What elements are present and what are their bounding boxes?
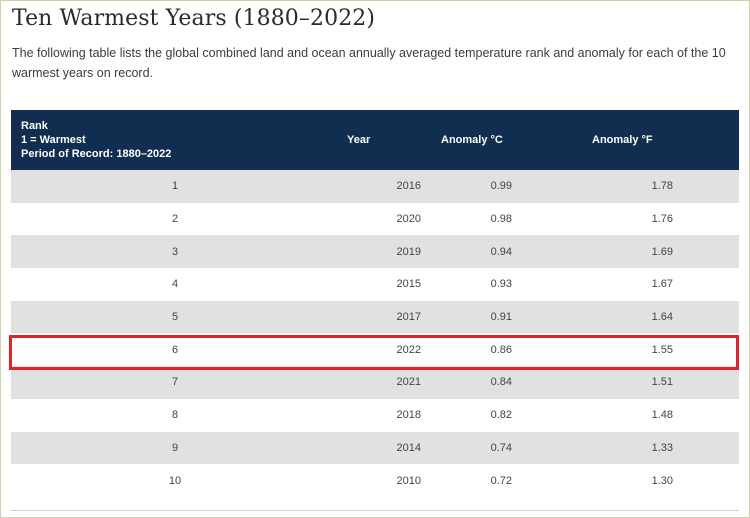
anomaly-f-cell: 1.64	[582, 300, 739, 334]
year-column-header[interactable]: Year	[339, 110, 427, 170]
rank-cell: 3	[11, 235, 339, 269]
rank-cell: 8	[11, 398, 339, 432]
year-cell: 2016	[339, 170, 427, 203]
table-row: 4 2015 0.93 1.67	[11, 268, 739, 301]
table-row: 9 2014 0.74 1.33	[11, 431, 739, 465]
table-row: 10 2010 0.72 1.30	[11, 464, 739, 497]
rank-cell: 4	[11, 268, 339, 301]
intro-paragraph: The following table lists the global com…	[12, 46, 726, 80]
year-cell: 2015	[339, 268, 427, 301]
rank-header-label: Rank	[21, 120, 48, 132]
anomaly-f-cell: 1.30	[582, 464, 739, 497]
period-of-record-label: Period of Record: 1880–2022	[21, 148, 172, 160]
rank-cell: 2	[11, 202, 339, 236]
anomaly-c-cell: 0.93	[427, 268, 582, 301]
anomaly-f-cell: 1.48	[582, 398, 739, 432]
anomaly-c-cell: 0.91	[427, 300, 582, 334]
anomaly-f-column-header[interactable]: Anomaly °F	[582, 110, 739, 170]
rank-header-note: 1 = Warmest	[21, 134, 86, 146]
anomaly-c-cell: 0.99	[427, 170, 582, 203]
anomaly-f-cell: 1.78	[582, 170, 739, 203]
anomaly-c-cell: 0.82	[427, 398, 582, 432]
year-cell: 2021	[339, 366, 427, 399]
rank-cell: 10	[11, 464, 339, 497]
anomaly-c-cell: 0.94	[427, 235, 582, 269]
table-row: 2 2020 0.98 1.76	[11, 202, 739, 236]
year-cell: 2014	[339, 431, 427, 465]
rank-cell: 6	[11, 333, 339, 367]
anomaly-c-cell: 0.86	[427, 333, 582, 367]
rank-cell: 1	[11, 170, 339, 203]
rank-cell: 7	[11, 366, 339, 399]
table-bottom-rule	[11, 510, 739, 511]
warmest-years-table: Rank 1 = Warmest Period of Record: 1880–…	[11, 110, 739, 497]
table-row-highlighted: 6 2022 0.86 1.55	[11, 333, 739, 367]
table-row: 1 2016 0.99 1.78	[11, 170, 739, 203]
anomaly-c-cell: 0.74	[427, 431, 582, 465]
anomaly-f-cell: 1.69	[582, 235, 739, 269]
year-cell: 2017	[339, 300, 427, 334]
table-header-row: Rank 1 = Warmest Period of Record: 1880–…	[11, 110, 739, 170]
anomaly-f-cell: 1.76	[582, 202, 739, 236]
table-row: 3 2019 0.94 1.69	[11, 235, 739, 269]
anomaly-f-cell: 1.55	[582, 333, 739, 367]
anomaly-c-cell: 0.84	[427, 366, 582, 399]
anomaly-c-cell: 0.72	[427, 464, 582, 497]
rank-cell: 5	[11, 300, 339, 334]
year-cell: 2018	[339, 398, 427, 432]
table-row: 5 2017 0.91 1.64	[11, 300, 739, 334]
year-cell: 2010	[339, 464, 427, 497]
table-row: 8 2018 0.82 1.48	[11, 398, 739, 432]
rank-column-header[interactable]: Rank 1 = Warmest Period of Record: 1880–…	[11, 110, 339, 170]
anomaly-c-cell: 0.98	[427, 202, 582, 236]
page-title: Ten Warmest Years (1880–2022)	[12, 6, 376, 31]
year-cell: 2022	[339, 333, 427, 367]
anomaly-f-cell: 1.51	[582, 366, 739, 399]
year-cell: 2020	[339, 202, 427, 236]
anomaly-f-cell: 1.67	[582, 268, 739, 301]
table-row: 7 2021 0.84 1.51	[11, 366, 739, 399]
rank-cell: 9	[11, 431, 339, 465]
anomaly-f-cell: 1.33	[582, 431, 739, 465]
year-cell: 2019	[339, 235, 427, 269]
anomaly-c-column-header[interactable]: Anomaly °C	[427, 110, 582, 170]
